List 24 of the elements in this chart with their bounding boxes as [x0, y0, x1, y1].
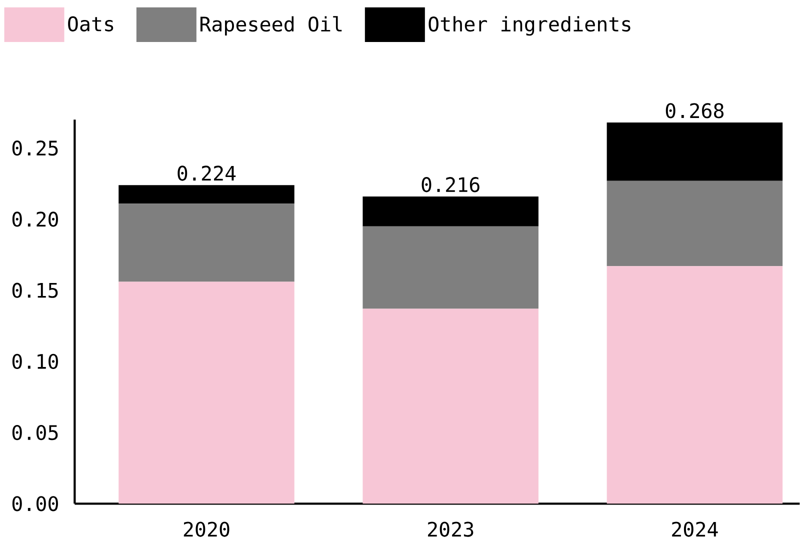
bar [118, 282, 294, 504]
bar [606, 180, 783, 266]
y-tick-label: 0.00 [12, 496, 58, 512]
y-tick-label: 0.20 [12, 212, 58, 227]
legend-label: Other ingredients [428, 16, 630, 36]
bar [118, 185, 294, 204]
y-tick-label: 0.25 [12, 140, 58, 156]
legend-label: Oats [68, 16, 114, 32]
x-tick-label: 2024 [672, 522, 718, 537]
total-label: 0.268 [666, 103, 724, 118]
x-tick-label: 2023 [428, 522, 474, 537]
bar [606, 266, 783, 504]
y-tick-label: 0.05 [12, 424, 58, 440]
y-tick-label: 0.15 [12, 282, 58, 298]
y-tick-label: 0.10 [12, 354, 58, 370]
bar [606, 122, 783, 181]
x-tick-label: 2020 [184, 522, 230, 537]
bar [118, 204, 294, 282]
total-label: 0.216 [422, 177, 480, 192]
total-label: 0.224 [178, 166, 236, 181]
legend-label: Rapeseed Oil [200, 16, 342, 36]
bar [362, 196, 538, 226]
bar [362, 308, 538, 504]
bar [362, 226, 538, 309]
